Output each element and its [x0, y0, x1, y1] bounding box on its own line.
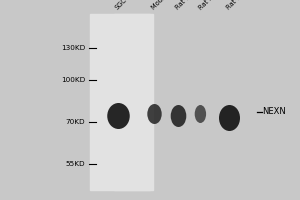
- Text: Rat spleen: Rat spleen: [198, 0, 228, 11]
- Text: SGC-7901: SGC-7901: [114, 0, 142, 11]
- Text: NEXN: NEXN: [262, 108, 286, 116]
- Text: Rat brain: Rat brain: [174, 0, 200, 11]
- Text: 130KD: 130KD: [61, 45, 86, 51]
- Text: 100KD: 100KD: [61, 77, 86, 83]
- Bar: [90, 14, 150, 190]
- Text: Mouse testis: Mouse testis: [150, 0, 184, 11]
- Text: Rat testis: Rat testis: [225, 0, 252, 11]
- Ellipse shape: [107, 103, 130, 129]
- Text: 70KD: 70KD: [66, 119, 86, 125]
- Ellipse shape: [147, 104, 162, 124]
- Ellipse shape: [219, 105, 240, 131]
- Ellipse shape: [171, 105, 186, 127]
- Bar: [114, 14, 153, 190]
- Ellipse shape: [195, 105, 206, 123]
- Text: 55KD: 55KD: [66, 161, 86, 167]
